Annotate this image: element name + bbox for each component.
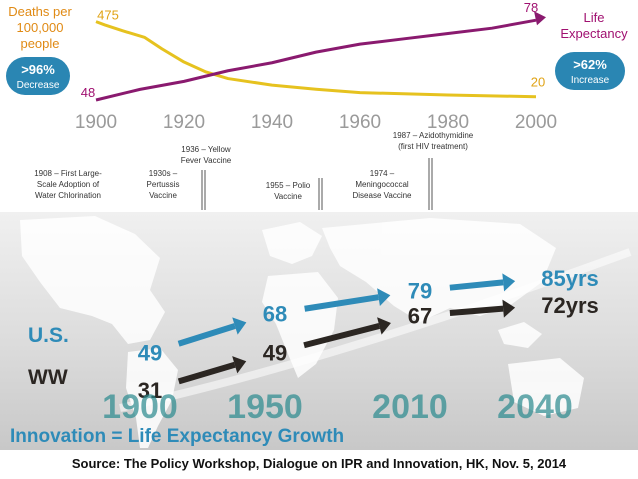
top-chart-marks: 475 20 48 78	[81, 0, 546, 102]
deaths-series-line	[95, 20, 537, 99]
us-arrow-head-1	[377, 288, 391, 307]
decrease-badge: >96% Decrease	[6, 57, 70, 95]
top-x-tick-2000: 2000	[515, 112, 557, 133]
milestone-2-line-1: Fever Vaccine	[181, 156, 232, 165]
bottom-x-tick-1950: 1950	[227, 388, 303, 426]
us-value-3: 85yrs	[541, 266, 599, 291]
milestone-1-line-1: Pertussis	[147, 180, 180, 189]
top-point-label-3: 78	[524, 0, 538, 15]
ww-arrow-shaft-0	[177, 361, 236, 385]
top-x-tick-1900: 1900	[75, 112, 117, 133]
milestone-1-line-2: Vaccine	[149, 191, 177, 200]
milestone-0-line-2: Water Chlorination	[35, 191, 101, 200]
right-axis-label-line-1: Life	[584, 10, 605, 25]
milestone-2-line-0: 1936 – Yellow	[181, 145, 231, 154]
ww-value-0: 31	[138, 378, 162, 403]
decrease-badge-value: >96%	[21, 62, 55, 77]
us-arrow-shaft-1	[304, 294, 379, 312]
us-value-0: 49	[138, 341, 162, 366]
bottom-chart-x-ticks: 1900 1950 2010 2040	[102, 388, 573, 426]
top-panel: Deaths per 100,000 people Life Expectanc…	[0, 0, 638, 212]
bottom-footer-title: Innovation = Life Expectancy Growth	[10, 426, 344, 447]
us-arrow-shaft-2	[449, 279, 504, 291]
life-expectancy-arrowhead	[534, 11, 546, 26]
top-point-label-2: 48	[81, 85, 95, 100]
deaths-vs-life-expectancy-chart: Deaths per 100,000 people Life Expectanc…	[6, 0, 628, 210]
milestone-0-line-0: 1908 – First Large-	[34, 169, 102, 178]
backdrop-swoosh	[119, 248, 632, 412]
left-axis-label-line-1: Deaths per	[8, 4, 72, 19]
ww-arrow-head-2	[502, 299, 516, 318]
increase-badge-value: >62%	[573, 57, 607, 72]
top-x-tick-1960: 1960	[339, 112, 381, 133]
ww-value-3: 72yrs	[541, 293, 599, 318]
top-point-label-1: 20	[531, 75, 545, 90]
ww-arrow-head-0	[232, 356, 247, 374]
life-expectancy-growth-chart: 49 68 79 85yrs 31 49 67 72yrs U.S. WW 1900 1950 2…	[10, 216, 632, 448]
milestone-3-line-0: 1955 – Polio	[266, 181, 311, 190]
milestone-notes: 1908 – First Large- Scale Adoption of Wate…	[34, 131, 474, 201]
bottom-chart-marks: 49 68 79 85yrs 31 49 67 72yrs	[138, 266, 599, 403]
us-arrow-head-0	[232, 317, 247, 335]
us-arrow-head-2	[502, 273, 516, 292]
us-row-label: U.S.	[28, 324, 69, 347]
bottom-x-tick-1900: 1900	[102, 388, 178, 426]
ww-value-2: 67	[408, 303, 432, 328]
top-x-tick-1920: 1920	[163, 112, 205, 133]
milestone-4-line-2: Disease Vaccine	[353, 191, 413, 200]
ww-arrow-head-1	[377, 317, 391, 335]
top-x-tick-1980: 1980	[427, 112, 469, 133]
milestone-separators	[201, 158, 433, 210]
source-strip	[0, 450, 638, 479]
decrease-badge-label: Decrease	[17, 80, 60, 91]
milestone-5-line-1: (first HIV treatment)	[398, 142, 468, 151]
left-axis-label-line-3: people	[20, 36, 59, 51]
top-chart-x-ticks: 1900 1920 1940 1960 1980 2000	[75, 112, 557, 133]
milestone-1-line-0: 1930s –	[149, 169, 178, 178]
source-caption: Source: The Policy Workshop, Dialogue on…	[71, 456, 567, 471]
right-axis-label-line-2: Expectancy	[560, 26, 628, 41]
us-arrow-shaft-0	[177, 323, 236, 347]
increase-badge: >62% Increase	[555, 52, 625, 90]
left-axis-label-line-2: 100,000	[17, 20, 64, 35]
us-value-2: 79	[408, 279, 432, 304]
us-value-1: 68	[263, 301, 287, 326]
bottom-x-tick-2040: 2040	[497, 388, 573, 426]
top-point-label-0: 475	[97, 8, 119, 23]
ww-arrow-shaft-1	[303, 323, 381, 349]
life-expectancy-series-line	[95, 18, 537, 102]
ww-value-1: 49	[263, 341, 287, 366]
milestone-5-line-0: 1987 – Azidothymidine	[393, 131, 474, 140]
increase-badge-label: Increase	[571, 75, 610, 86]
milestone-4-line-0: 1974 –	[370, 169, 395, 178]
milestone-3-line-1: Vaccine	[274, 192, 302, 201]
milestone-0-line-1: Scale Adoption of	[37, 180, 100, 189]
bottom-panel: 49 68 79 85yrs 31 49 67 72yrs U.S. WW 1900 1950 2…	[0, 212, 638, 450]
ww-row-label: WW	[28, 366, 68, 389]
bottom-x-tick-2010: 2010	[372, 388, 448, 426]
milestone-4-line-1: Meningococcal	[355, 180, 409, 189]
ww-arrow-shaft-2	[449, 305, 504, 316]
top-x-tick-1940: 1940	[251, 112, 293, 133]
